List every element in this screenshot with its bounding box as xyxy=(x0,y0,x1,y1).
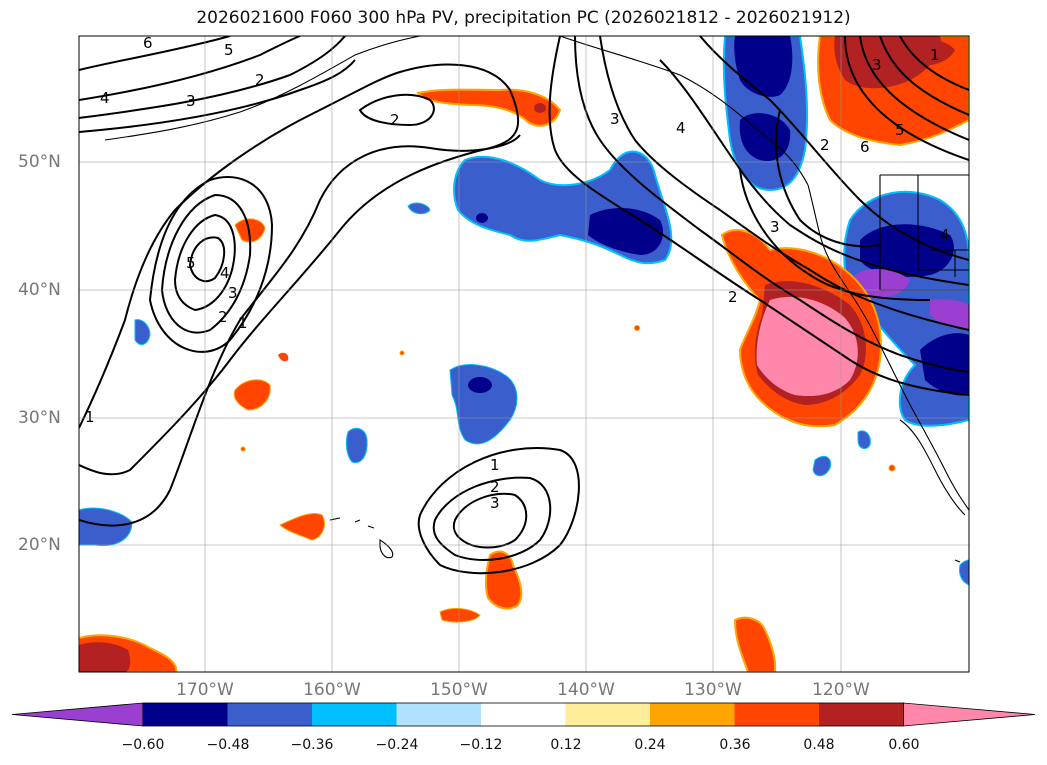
lon-label-120w: 120°W xyxy=(812,680,870,700)
colorbar-tick-label: 0.36 xyxy=(719,737,751,753)
contour-label: 4 xyxy=(100,89,110,107)
contour-label: 3 xyxy=(228,284,238,302)
colorbar-extend-low xyxy=(11,702,144,727)
contour-label: 2 xyxy=(490,478,500,496)
contour-labels: 6 5 4 3 2 2 5 4 3 2 1 1 3 4 2 3 2 1 2 3 … xyxy=(85,34,950,512)
colorbar-tick-label: −0.36 xyxy=(290,737,334,753)
contour-label: 2 xyxy=(820,136,830,154)
contour-label: 6 xyxy=(860,138,870,156)
contour-label: 2 xyxy=(255,71,265,89)
map-title: 2026021600 F060 300 hPa PV, precipitatio… xyxy=(196,8,851,28)
colorbar-segment xyxy=(819,703,904,726)
colorbar-tick-label: −0.60 xyxy=(121,737,165,753)
contour-label: 2 xyxy=(390,111,400,129)
colorbar-tick-label: 0.48 xyxy=(803,737,835,753)
colorbar-tick-label: 0.12 xyxy=(550,737,582,753)
colorbar-segment xyxy=(734,703,820,726)
colorbar-extend-high xyxy=(903,702,1036,727)
map-frame xyxy=(78,35,970,673)
colorbar-tick-label: 0.60 xyxy=(888,737,920,753)
contour-label: 2 xyxy=(218,308,228,326)
colorbar-tick-label: −0.24 xyxy=(375,737,419,753)
contour-label: 3 xyxy=(610,110,620,128)
gridlines xyxy=(79,36,969,672)
contour-label: 4 xyxy=(220,264,230,282)
contour-label: 6 xyxy=(143,34,153,52)
contour-label: 3 xyxy=(770,218,780,236)
colorbar-segment xyxy=(143,703,228,726)
colorbar-segment xyxy=(312,703,397,726)
precip-negative-areas xyxy=(79,36,969,586)
contour-label: 5 xyxy=(224,41,234,59)
pv-contours xyxy=(79,36,969,575)
contour-label: 5 xyxy=(186,254,196,272)
lon-label-150w: 150°W xyxy=(430,680,488,700)
colorbar xyxy=(11,702,1036,727)
contour-label: 3 xyxy=(872,56,882,74)
colorbar-tick-label: 0.24 xyxy=(634,737,666,753)
contour-label: 5 xyxy=(895,121,905,139)
lon-label-130w: 130°W xyxy=(684,680,742,700)
contour-label: 1 xyxy=(238,314,248,332)
contour-label: 2 xyxy=(728,288,738,306)
colorbar-tick-label: −0.48 xyxy=(206,737,250,753)
colorbar-frame xyxy=(142,702,904,727)
contour-label: 4 xyxy=(940,226,950,244)
colorbar-segment xyxy=(227,703,313,726)
colorbar-segment xyxy=(565,703,651,726)
colorbar-segment xyxy=(481,703,566,726)
lat-label-30n: 30°N xyxy=(18,408,61,428)
colorbar-segment xyxy=(650,703,735,726)
colorbar-tick-label: −0.12 xyxy=(459,737,503,753)
contour-label: 3 xyxy=(490,494,500,512)
contour-label: 1 xyxy=(85,408,95,426)
lat-label-20n: 20°N xyxy=(18,535,61,555)
lon-label-160w: 160°W xyxy=(303,680,361,700)
lat-label-40n: 40°N xyxy=(18,280,61,300)
lon-label-170w: 170°W xyxy=(176,680,234,700)
contour-label: 3 xyxy=(186,92,196,110)
contour-label: 1 xyxy=(930,46,940,64)
contour-label: 4 xyxy=(676,119,686,137)
contour-label: 1 xyxy=(490,456,500,474)
lat-label-50n: 50°N xyxy=(18,152,61,172)
lon-label-140w: 140°W xyxy=(557,680,615,700)
colorbar-segment xyxy=(396,703,482,726)
